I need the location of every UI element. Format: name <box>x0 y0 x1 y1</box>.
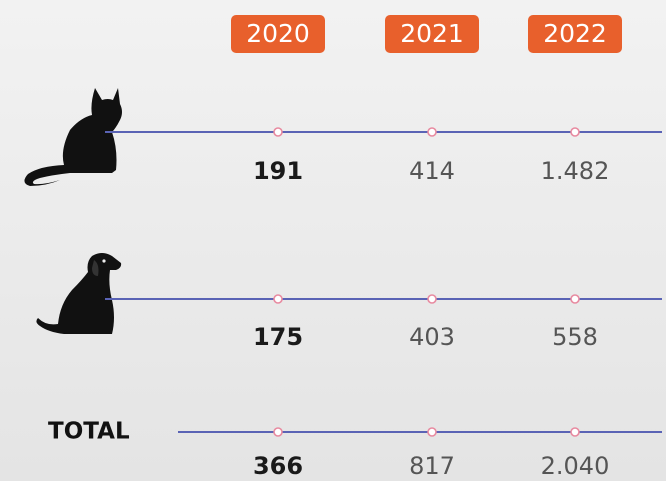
year-label: 2021 <box>400 19 464 48</box>
row-value: 366 <box>253 452 303 480</box>
row-value: 1.482 <box>541 157 610 185</box>
row-dot <box>570 127 580 137</box>
year-label: 2022 <box>543 19 607 48</box>
row-dot <box>570 427 580 437</box>
row-dot <box>570 294 580 304</box>
row-value: 403 <box>409 323 455 351</box>
row-value: 817 <box>409 452 455 480</box>
dog-eye <box>102 259 106 263</box>
year-badge <box>231 15 325 53</box>
year-badge <box>528 15 622 53</box>
dog-ear <box>92 260 99 276</box>
row-value: 414 <box>409 157 455 185</box>
cat-icon <box>24 88 123 186</box>
row-dot <box>427 294 437 304</box>
row-value: 175 <box>253 323 303 351</box>
row-value: 191 <box>253 157 303 185</box>
dog-icon <box>36 253 122 334</box>
row-dot <box>273 127 283 137</box>
year-label: 2020 <box>246 19 310 48</box>
year-badge <box>385 15 479 53</box>
row-label: TOTAL <box>48 419 130 445</box>
row-dot <box>427 427 437 437</box>
row-dot <box>273 294 283 304</box>
row-value: 558 <box>552 323 598 351</box>
row-dot <box>427 127 437 137</box>
row-dot <box>273 427 283 437</box>
row-value: 2.040 <box>541 452 610 480</box>
